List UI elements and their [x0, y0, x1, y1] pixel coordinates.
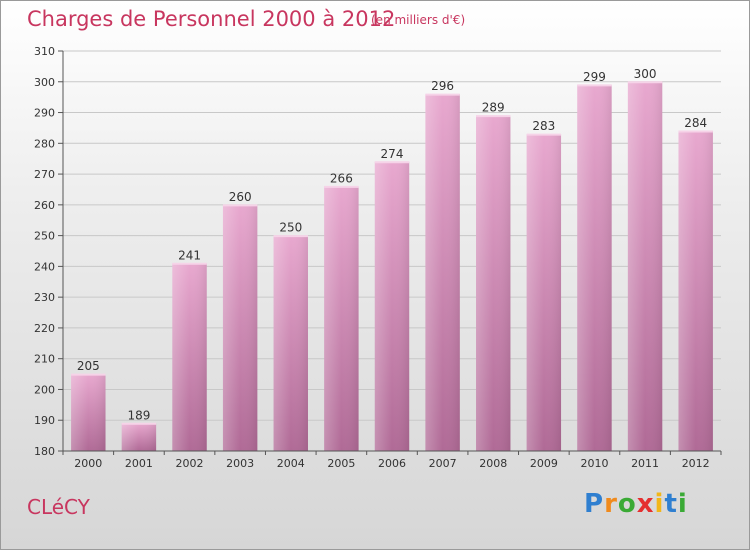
city-name: CLéCY	[27, 495, 90, 519]
y-tick-label: 310	[34, 45, 55, 58]
bar-shine	[577, 84, 612, 451]
x-tick-label: 2001	[125, 457, 153, 470]
bar-value-label: 299	[583, 70, 606, 84]
bar-shine	[71, 374, 106, 451]
bar-value-label: 296	[431, 79, 454, 93]
x-tick-label: 2007	[429, 457, 457, 470]
x-tick-label: 2011	[631, 457, 659, 470]
bar-shine	[374, 161, 410, 451]
bar-shine	[324, 186, 359, 451]
y-tick-label: 260	[34, 199, 55, 212]
bar-shine	[222, 204, 258, 451]
bar-shine	[526, 134, 562, 452]
x-tick-label: 2008	[479, 457, 507, 470]
bar-value-label: 260	[229, 190, 252, 204]
logo-letter: o	[617, 489, 637, 519]
y-tick-label: 250	[34, 230, 55, 243]
x-tick-label: 2009	[530, 457, 558, 470]
x-tick-label: 2002	[176, 457, 204, 470]
y-tick-label: 210	[34, 353, 55, 366]
chart-unit-label: (en milliers d'€)	[371, 13, 466, 27]
y-tick-label: 190	[34, 414, 55, 427]
x-tick-label: 2005	[327, 457, 355, 470]
bar-shine	[273, 235, 308, 451]
y-tick-label: 200	[34, 383, 55, 396]
x-tick-label: 2010	[580, 457, 608, 470]
y-tick-label: 270	[34, 168, 55, 181]
y-tick-label: 240	[34, 260, 55, 273]
chart-title: Charges de Personnel 2000 à 2012	[27, 7, 396, 31]
bars: 205 189 241 260 250 266 274 296 289 283 299 300 284	[71, 67, 713, 452]
y-tick-label: 290	[34, 107, 55, 120]
x-axis: 2000 2001 2002 2003 2004 2005 2006 2007 2008 2009…	[62, 450, 722, 470]
y-tick-label: 300	[34, 76, 55, 89]
bar-value-label: 289	[482, 101, 505, 115]
bar-value-label: 284	[684, 116, 707, 130]
bar-shine	[425, 94, 460, 452]
x-tick-label: 2004	[277, 457, 305, 470]
logo-letter: r	[604, 489, 618, 519]
bar-shine	[476, 115, 511, 451]
bar-value-label: 205	[77, 359, 100, 373]
x-tick-label: 2006	[378, 457, 406, 470]
bar-shine	[121, 423, 157, 451]
y-tick-label: 180	[34, 445, 55, 458]
bar-value-label: 300	[634, 67, 657, 81]
x-tick-label: 2000	[74, 457, 102, 470]
proxiti-logo[interactable]: Proxiti	[584, 489, 688, 519]
y-tick-label: 280	[34, 137, 55, 150]
bar-value-label: 283	[532, 119, 555, 133]
bar-value-label: 266	[330, 171, 353, 185]
bar-value-label: 241	[178, 248, 201, 262]
logo-letter: P	[584, 489, 605, 519]
x-tick-label: 2012	[682, 457, 710, 470]
x-tick-label: 2003	[226, 457, 254, 470]
bar-value-label: 189	[127, 408, 150, 422]
logo-letter: i	[654, 489, 665, 519]
bar-shine	[172, 263, 207, 451]
bar-shine	[678, 131, 713, 451]
logo-letter: i	[677, 489, 688, 519]
logo-letter: x	[636, 489, 655, 519]
bar-shine	[627, 81, 663, 452]
y-axis: 180 190 200 210 220 230 240 250 260 270 280 290 300 3…	[34, 45, 64, 458]
bar-value-label: 250	[279, 221, 302, 235]
bar-value-label: 274	[381, 147, 404, 161]
logo-letter: t	[664, 489, 678, 519]
y-tick-label: 220	[34, 322, 55, 335]
y-tick-label: 230	[34, 291, 55, 304]
